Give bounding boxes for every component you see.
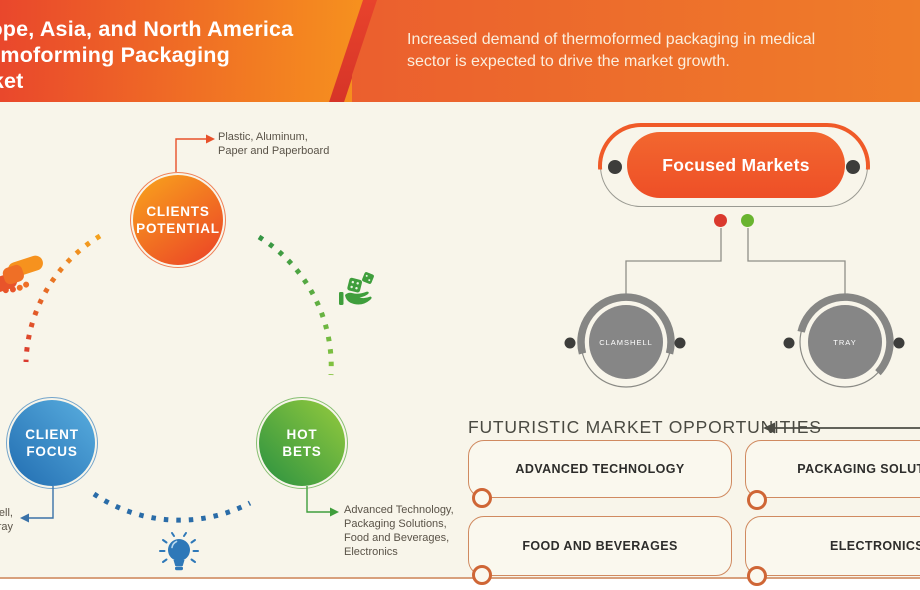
bottom-margin [0,579,920,590]
dice-in-hand-icon [339,272,374,305]
dotted-arc-orange [23,233,102,363]
subtitle-line-1: Increased demand of thermoformed packagi… [407,31,816,48]
focused-markets-pill: Focused Markets [627,132,845,198]
capsule-left-dot [608,160,622,174]
opportunities-heading: FUTURISTIC MARKET OPPORTUNITIES [468,417,822,437]
clients-potential-label-1: CLIENTS [146,204,210,219]
clamshell-label: CLAMSHELL [599,337,653,347]
clamshell-node: CLAMSHELL [589,305,663,379]
dotted-arc-blue [92,491,252,523]
title-line-3: Market [0,69,24,93]
lightbulb-icon [159,532,199,571]
clients-potential-callout-line [175,134,215,172]
box-corner-ring [472,488,492,508]
opportunity-label: FOOD AND BEVERAGES [522,539,678,553]
green-branch-dot [741,214,754,227]
handshake-icon [0,255,43,295]
tree-connectors [625,228,846,296]
box-corner-ring [747,490,767,510]
opportunity-box-advanced-technology: ADVANCED TECHNOLOGY [468,440,732,498]
header-right-band [352,0,920,102]
red-branch-dot [714,214,727,227]
client-focus-node: CLIENT FOCUS [6,397,98,489]
client-focus-callout-line [20,486,54,523]
header-subtitle: Increased demand of thermoformed packagi… [407,29,815,72]
client-focus-callout: Clamshell, Tray [0,507,13,533]
subtitle-line-2: sector is expected to drive the market g… [407,52,730,70]
hot-bets-callout: Advanced Technology, Packaging Solutions… [344,504,454,558]
opportunity-label: ELECTRONICS [830,539,920,553]
dotted-arc-green [257,234,334,376]
client-focus-label-2: FOCUS [26,444,78,459]
hot-bets-callout-line [306,486,339,517]
tray-node: TRAY [808,305,882,379]
opportunity-box-electronics: ELECTRONICS [745,516,920,576]
opportunity-box-packaging-solutions: PACKAGING SOLUTIONS [745,440,920,498]
opportunity-label: ADVANCED TECHNOLOGY [515,462,685,476]
hot-bets-label-1: HOT [286,427,318,442]
title-line-1: Europe, Asia, and North America [0,17,294,41]
hot-bets-node: HOT BETS [256,397,348,489]
opportunity-box-food-and-beverages: FOOD AND BEVERAGES [468,516,732,576]
title-line-2: Thermoforming Packaging [0,43,230,67]
clients-potential-node: CLIENTS POTENTIAL [130,172,226,268]
box-corner-ring [747,566,767,586]
clients-potential-callout: Plastic, Aluminum, Paper and Paperboard [218,131,330,157]
client-focus-label-1: CLIENT [25,427,79,442]
opportunity-label: PACKAGING SOLUTIONS [797,462,920,476]
tray-label: TRAY [833,337,857,347]
capsule-right-dot [846,160,860,174]
focused-markets-label: Focused Markets [662,154,810,175]
clients-potential-label-2: POTENTIAL [136,221,220,236]
box-corner-ring [472,565,492,585]
page-title: Europe, Asia, and North America Thermofo… [0,16,293,94]
hot-bets-label-2: BETS [282,444,322,459]
bottom-divider [0,577,920,579]
